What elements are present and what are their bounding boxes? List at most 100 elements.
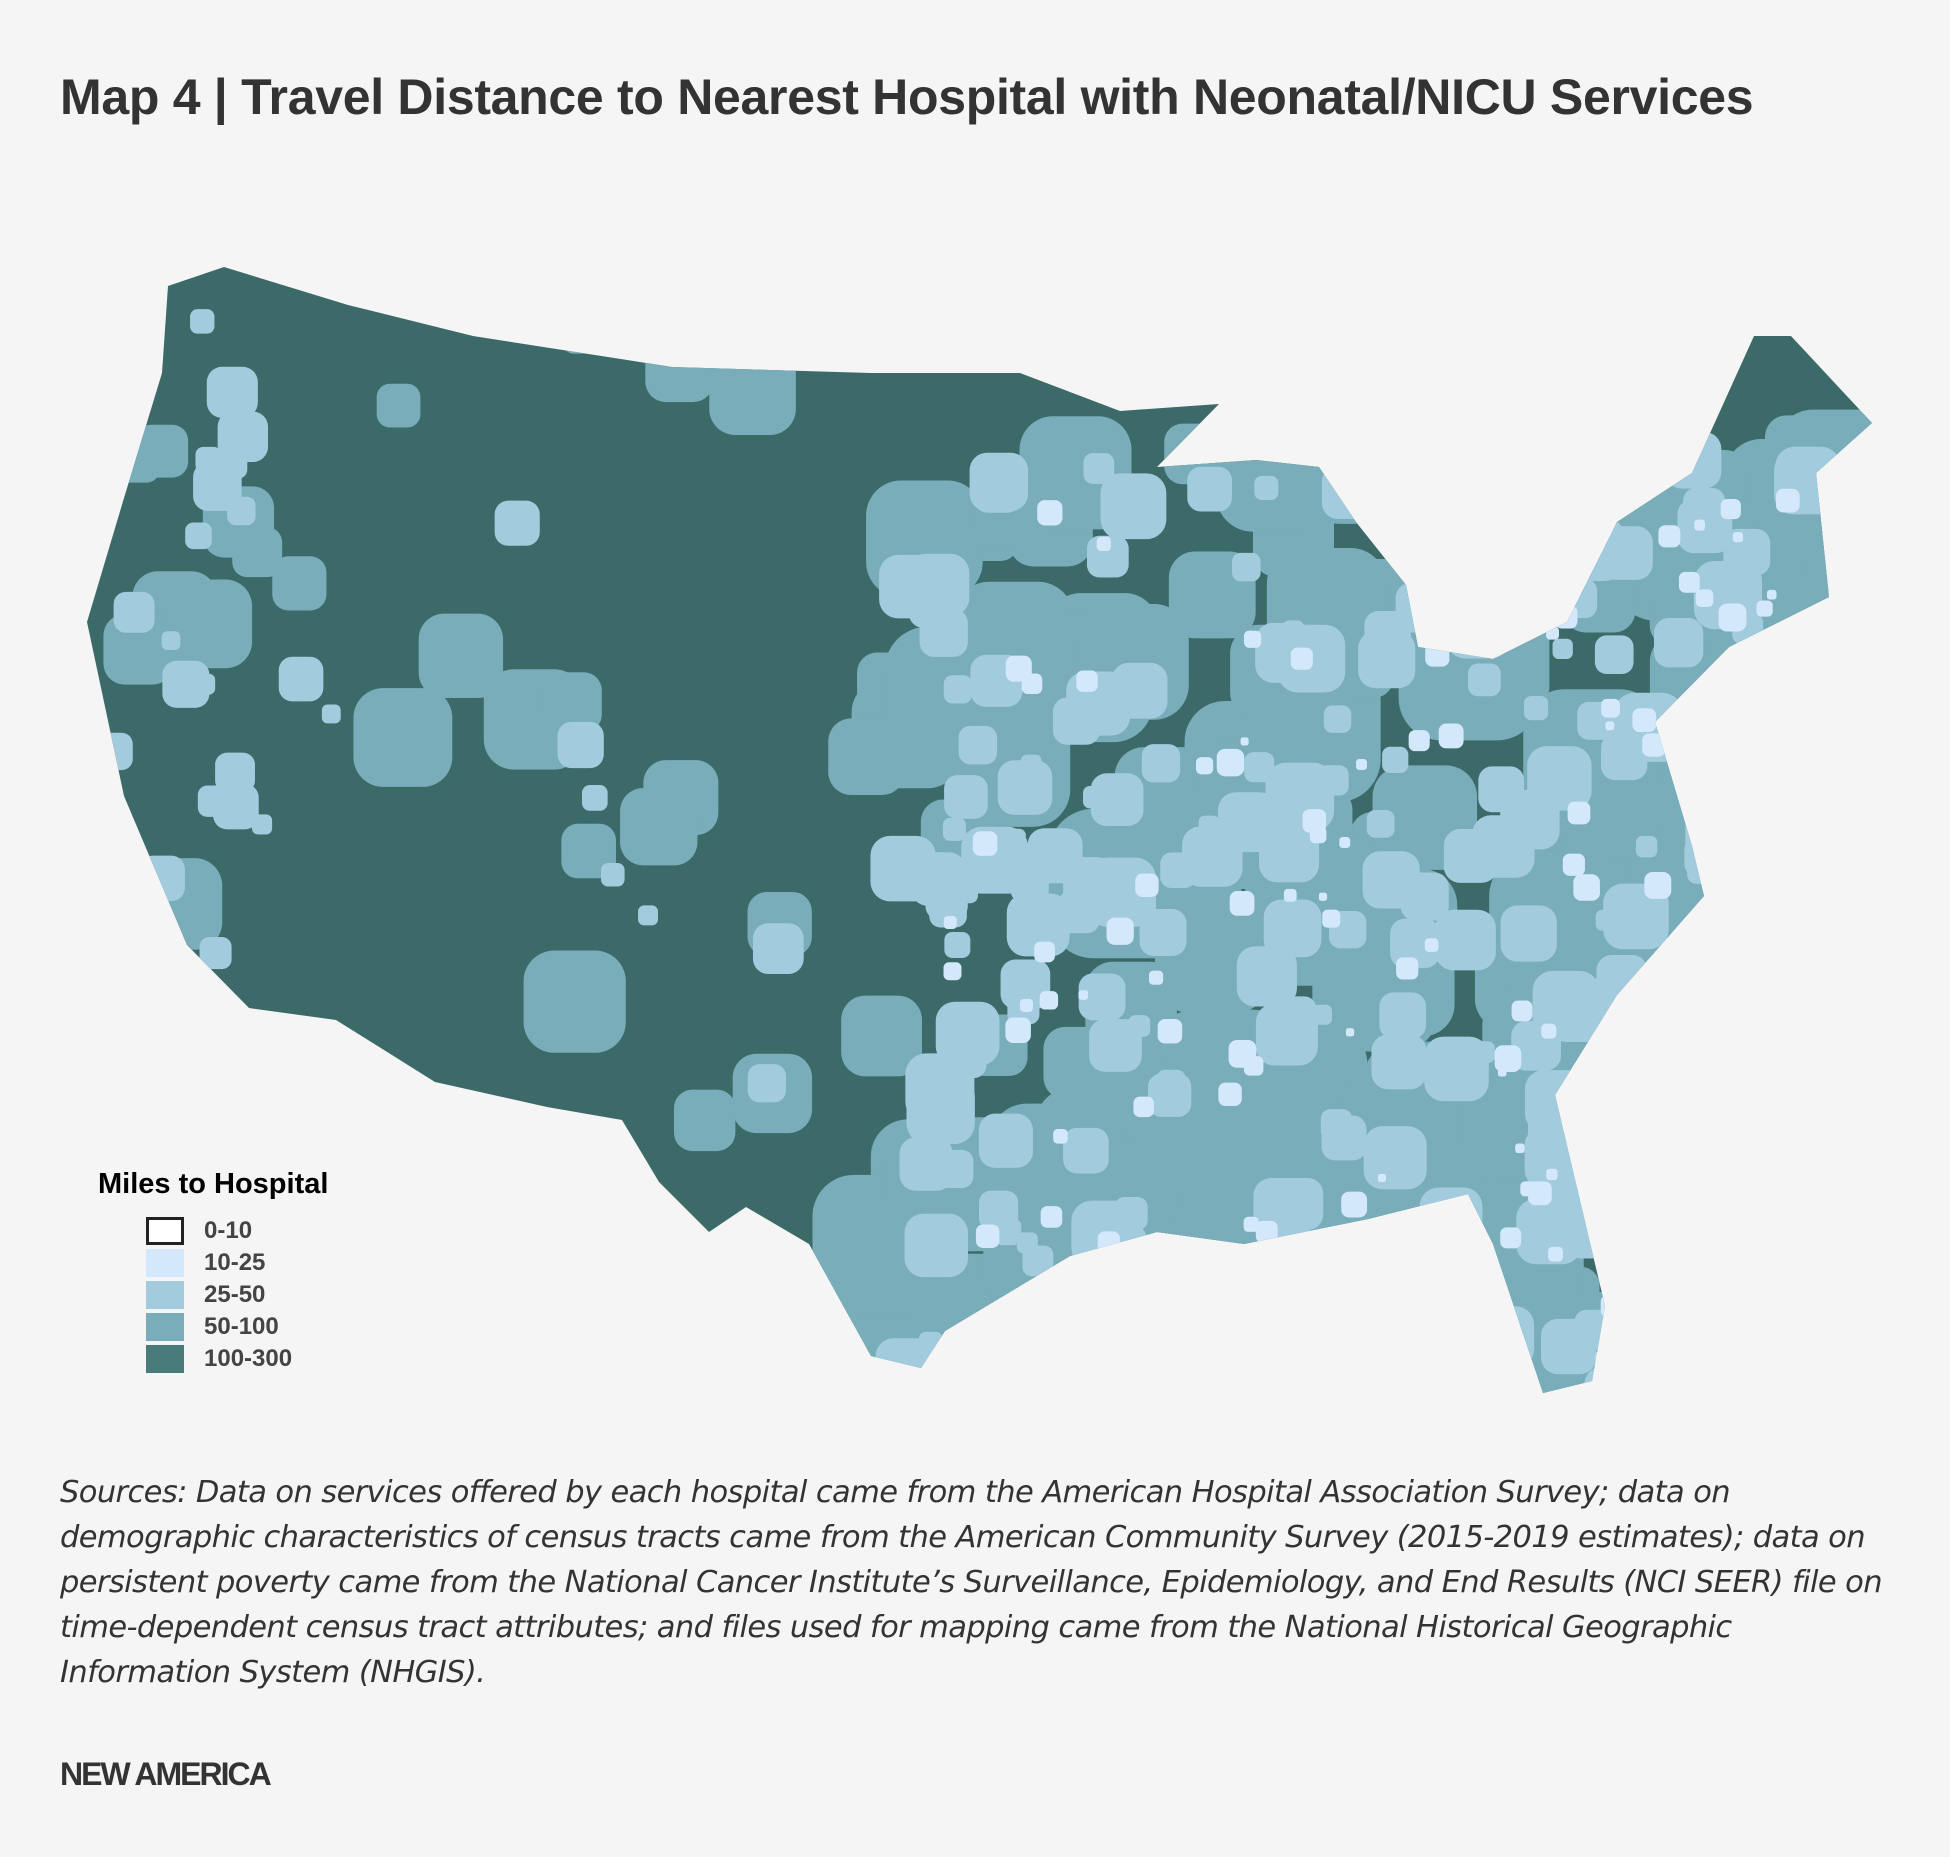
distance-patch: [1161, 1336, 1190, 1365]
distance-patch: [494, 500, 540, 546]
distance-patch: [1063, 1127, 1109, 1174]
distance-patch: [1692, 646, 1815, 768]
distance-patch: [1694, 1226, 1835, 1366]
distance-patch: [1658, 525, 1681, 548]
distance-patch: [1222, 1253, 1244, 1275]
distance-patch: [1793, 1345, 1856, 1393]
distance-patch: [1734, 1253, 1857, 1376]
distance-patch: [1787, 869, 1865, 947]
distance-patch: [1428, 1302, 1559, 1393]
distance-patch: [942, 817, 966, 841]
distance-patch: [1718, 603, 1747, 632]
distance-patch: [1828, 814, 1848, 834]
distance-patch: [1825, 472, 1872, 571]
distance-patch: [1216, 1246, 1349, 1379]
legend-item: 50-100: [146, 1311, 328, 1343]
distance-patch: [1083, 786, 1106, 809]
distance-patch: [1709, 929, 1737, 956]
distance-patch: [1775, 488, 1800, 513]
distance-patch: [272, 556, 327, 611]
distance-patch: [1243, 630, 1262, 648]
distance-patch: [1216, 409, 1339, 532]
distance-patch: [1785, 1127, 1872, 1226]
distance-patch: [958, 725, 998, 765]
distance-patch: [1128, 1015, 1151, 1037]
distance-patch: [1507, 528, 1543, 563]
distance-patch: [1761, 1024, 1817, 1080]
distance-patch: [1843, 1006, 1872, 1057]
distance-patch: [1148, 970, 1164, 985]
distance-patch: [1677, 926, 1712, 961]
distance-patch: [251, 814, 273, 835]
distance-patch: [1762, 1104, 1827, 1170]
distance-patch: [1552, 638, 1573, 660]
distance-patch: [1792, 1189, 1805, 1202]
distance-patch: [1744, 1045, 1863, 1164]
distance-patch: [1154, 1272, 1223, 1341]
distance-patch: [1216, 748, 1245, 777]
distance-patch: [139, 855, 185, 902]
distance-patch: [1757, 765, 1872, 889]
distance-patch: [1595, 1348, 1624, 1377]
distance-patch: [1515, 1143, 1525, 1154]
distance-patch: [1603, 1068, 1667, 1132]
distance-patch: [1699, 699, 1708, 708]
distance-patch: [1583, 1365, 1654, 1393]
distance-patch: [1078, 973, 1126, 1021]
distance-patch: [125, 1019, 170, 1064]
distance-patch: [1339, 837, 1351, 849]
distance-patch: [1100, 473, 1167, 540]
distance-patch: [1083, 453, 1115, 484]
distance-patch: [1628, 948, 1756, 1076]
distance-patch: [1749, 1226, 1827, 1304]
distance-patch: [1821, 692, 1839, 710]
distance-patch: [1775, 888, 1790, 903]
distance-patch: [1684, 837, 1724, 877]
distance-patch: [1844, 1114, 1858, 1127]
distance-patch: [1608, 1324, 1641, 1357]
distance-patch: [1546, 1168, 1558, 1181]
distance-patch: [1807, 1063, 1872, 1150]
distance-patch: [1290, 647, 1313, 670]
distance-patch: [1772, 1080, 1797, 1105]
distance-patch: [1707, 1037, 1718, 1048]
distance-patch: [1309, 826, 1327, 844]
distance-patch: [1218, 1264, 1290, 1335]
distance-patch: [943, 962, 962, 981]
distance-patch: [1089, 1019, 1142, 1072]
distance-patch: [1782, 916, 1803, 938]
distance-patch: [1635, 1158, 1764, 1287]
distance-patch: [1745, 1130, 1831, 1216]
distance-patch: [1594, 1054, 1721, 1181]
distance-patch: [1401, 509, 1545, 653]
distance-patch: [1028, 1356, 1070, 1393]
sources-note: Sources: Data on services offered by eac…: [60, 1475, 1883, 1690]
distance-patch: [1699, 1058, 1750, 1110]
distance-patch: [975, 1224, 1000, 1248]
distance-patch: [376, 383, 421, 428]
distance-patch: [1633, 976, 1656, 998]
distance-patch: [1241, 1283, 1296, 1338]
distance-patch: [1825, 1268, 1872, 1317]
distance-patch: [1116, 1311, 1267, 1393]
distance-patch: [905, 1053, 975, 1123]
distance-patch: [581, 785, 608, 811]
distance-patch: [638, 905, 658, 926]
distance-patch: [1624, 1048, 1693, 1116]
distance-patch: [919, 608, 968, 657]
distance-patch: [278, 656, 324, 702]
distance-patch: [1323, 705, 1352, 733]
distance-patch: [1482, 448, 1518, 483]
distance-patch: [1425, 439, 1472, 485]
legend-label: 100-300: [204, 1345, 293, 1372]
distance-patch: [1570, 1228, 1601, 1259]
distance-patch: [1345, 1028, 1355, 1037]
distance-patch: [1678, 571, 1700, 593]
distance-patch: [561, 823, 616, 879]
distance-patch: [1157, 1018, 1183, 1044]
distance-patch: [1360, 1352, 1415, 1393]
distance-patch: [1748, 838, 1781, 871]
distance-patch: [162, 660, 210, 708]
legend-label: 0-10: [204, 1217, 253, 1244]
distance-patch: [1435, 909, 1496, 971]
